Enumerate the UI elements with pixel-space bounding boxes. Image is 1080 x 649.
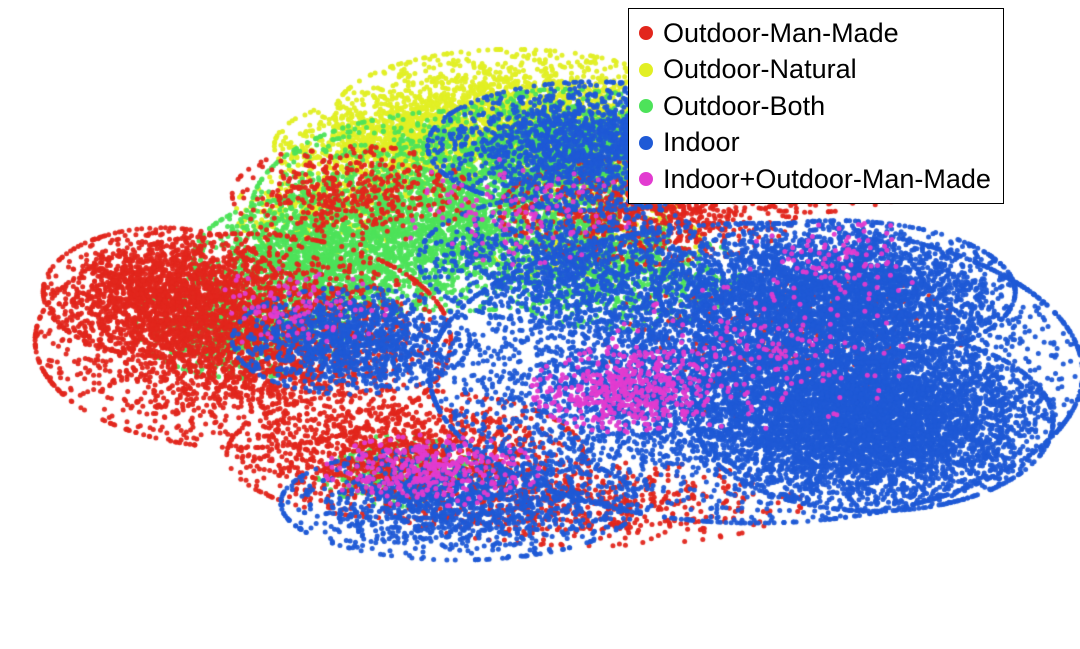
legend-item-yellow: Outdoor-Natural — [639, 51, 991, 87]
legend-marker-icon — [639, 172, 653, 186]
legend-label: Outdoor-Natural — [663, 51, 857, 87]
legend-marker-icon — [639, 63, 653, 77]
legend-marker-icon — [639, 136, 653, 150]
legend-item-green: Outdoor-Both — [639, 88, 991, 124]
legend-marker-icon — [639, 26, 653, 40]
legend-label: Indoor — [663, 124, 740, 160]
legend-marker-icon — [639, 99, 653, 113]
legend: Outdoor-Man-MadeOutdoor-NaturalOutdoor-B… — [628, 8, 1004, 204]
legend-label: Outdoor-Man-Made — [663, 15, 899, 51]
scatter-cluster-plot: Outdoor-Man-MadeOutdoor-NaturalOutdoor-B… — [0, 0, 1080, 649]
legend-item-red: Outdoor-Man-Made — [639, 15, 991, 51]
legend-label: Indoor+Outdoor-Man-Made — [663, 161, 991, 197]
legend-label: Outdoor-Both — [663, 88, 825, 124]
legend-item-magenta: Indoor+Outdoor-Man-Made — [639, 161, 991, 197]
legend-item-blue: Indoor — [639, 124, 991, 160]
